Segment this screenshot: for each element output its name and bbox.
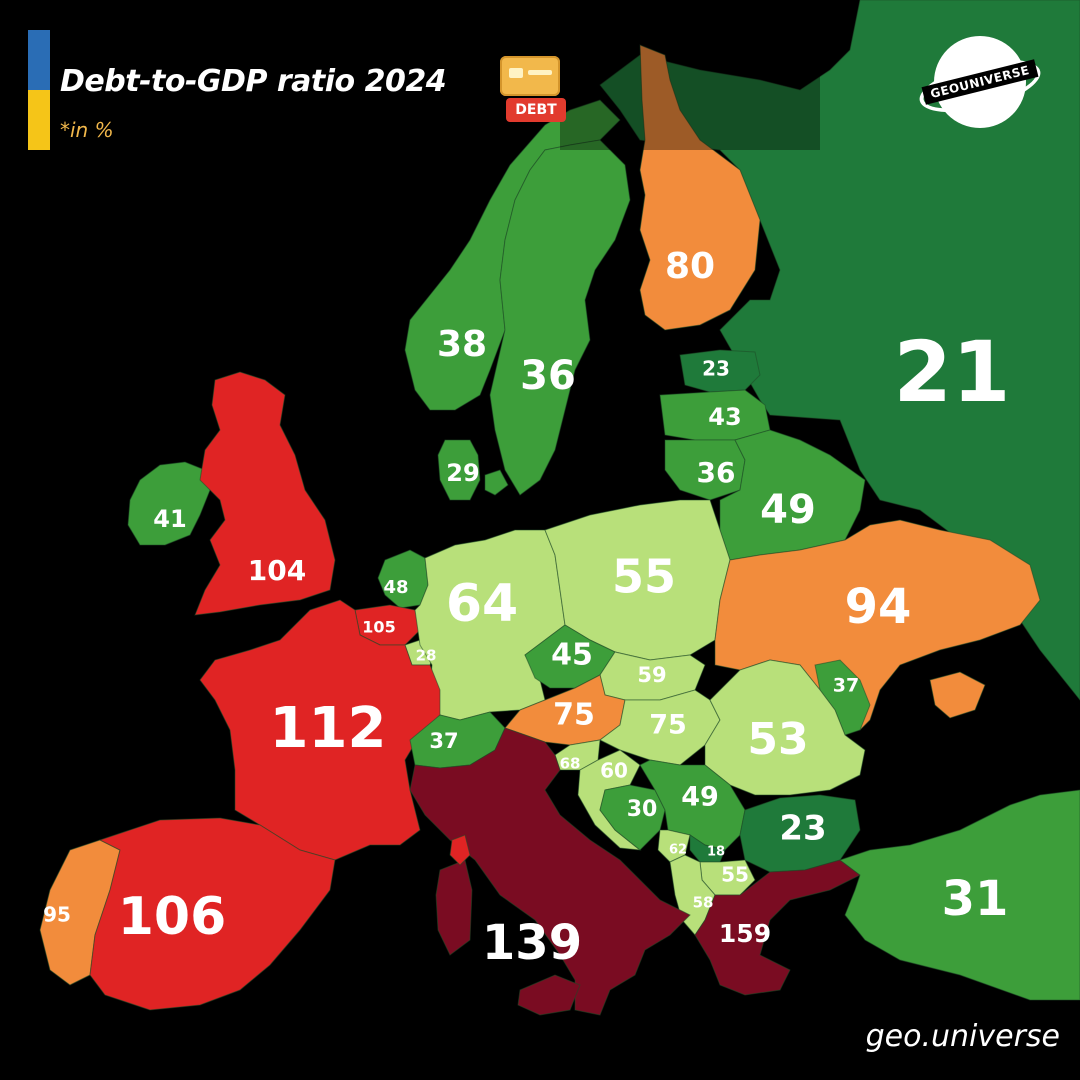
title-shade xyxy=(560,30,820,150)
value-label-norway: 38 xyxy=(437,324,487,365)
country-ireland xyxy=(127,461,211,546)
value-label-lithuania: 36 xyxy=(697,456,736,489)
country-france xyxy=(199,599,441,861)
value-label-hungary: 75 xyxy=(649,710,687,741)
value-label-slovakia: 59 xyxy=(637,663,666,687)
value-label-bosnia: 30 xyxy=(627,797,658,822)
country-uk xyxy=(194,371,336,616)
value-label-portugal: 95 xyxy=(43,903,71,927)
value-label-france: 112 xyxy=(270,696,387,761)
value-label-netherlands: 48 xyxy=(383,577,408,598)
country-romania xyxy=(704,659,866,796)
value-label-poland: 55 xyxy=(612,550,676,604)
country-denmark xyxy=(437,439,509,501)
value-label-turkey: 31 xyxy=(942,871,1009,927)
value-label-serbia: 49 xyxy=(681,782,719,813)
value-labels: 21 80 38 36 29 23 43 36 49 41 104 48 105 28 64 55 94 45 59… xyxy=(43,246,1010,971)
country-turkey xyxy=(838,789,1080,1001)
value-label-czechia: 45 xyxy=(551,638,593,673)
value-label-uk: 104 xyxy=(248,554,306,587)
country-sicily xyxy=(517,974,581,1016)
value-label-belgium: 105 xyxy=(362,618,395,637)
value-label-switzerland: 37 xyxy=(429,729,458,753)
country-shapes xyxy=(39,0,1080,1016)
country-sweden xyxy=(489,139,631,496)
value-label-austria: 75 xyxy=(553,698,595,733)
value-label-croatia: 60 xyxy=(600,759,628,783)
country-hungary xyxy=(599,689,721,766)
country-greece xyxy=(694,859,861,996)
debt-tag: DEBT xyxy=(506,98,566,122)
value-label-ukraine: 94 xyxy=(845,579,912,635)
planet-logo-icon: GEOUNIVERSE xyxy=(914,36,1046,136)
country-spain xyxy=(89,817,336,1011)
country-sardinia xyxy=(435,859,473,956)
value-label-greece: 159 xyxy=(719,919,771,948)
credit-card-icon: DEBT xyxy=(496,56,568,124)
value-label-denmark: 29 xyxy=(446,459,479,487)
value-label-ireland: 41 xyxy=(153,505,186,533)
value-label-slovenia: 68 xyxy=(560,755,581,773)
value-label-luxembourg: 28 xyxy=(416,647,437,665)
value-label-russia: 21 xyxy=(894,323,1011,421)
country-crimea xyxy=(929,671,986,719)
country-corsica xyxy=(449,834,471,866)
value-label-italy: 139 xyxy=(482,915,582,971)
country-estonia xyxy=(679,349,761,393)
value-label-latvia: 43 xyxy=(708,403,741,431)
value-label-estonia: 23 xyxy=(702,357,730,381)
value-label-montenegro: 62 xyxy=(669,843,687,858)
country-finland xyxy=(639,44,761,331)
value-label-north-macedonia: 55 xyxy=(721,863,749,887)
value-label-kosovo: 18 xyxy=(707,845,725,860)
ukraine-flag-icon xyxy=(28,30,50,150)
value-label-moldova: 37 xyxy=(833,675,859,697)
value-label-bulgaria: 23 xyxy=(779,809,826,849)
value-label-germany: 64 xyxy=(446,574,518,634)
value-label-albania: 58 xyxy=(693,894,714,912)
value-label-spain: 106 xyxy=(118,887,227,947)
value-label-romania: 53 xyxy=(747,714,808,765)
value-label-belarus: 49 xyxy=(760,487,816,533)
value-label-sweden: 36 xyxy=(520,353,576,399)
watermark: geo.universe xyxy=(865,1019,1060,1054)
country-italy xyxy=(409,727,691,1016)
map-title: Debt-to-GDP ratio 2024 xyxy=(60,64,447,99)
map-subtitle: *in % xyxy=(60,118,114,142)
value-label-finland: 80 xyxy=(665,246,715,287)
